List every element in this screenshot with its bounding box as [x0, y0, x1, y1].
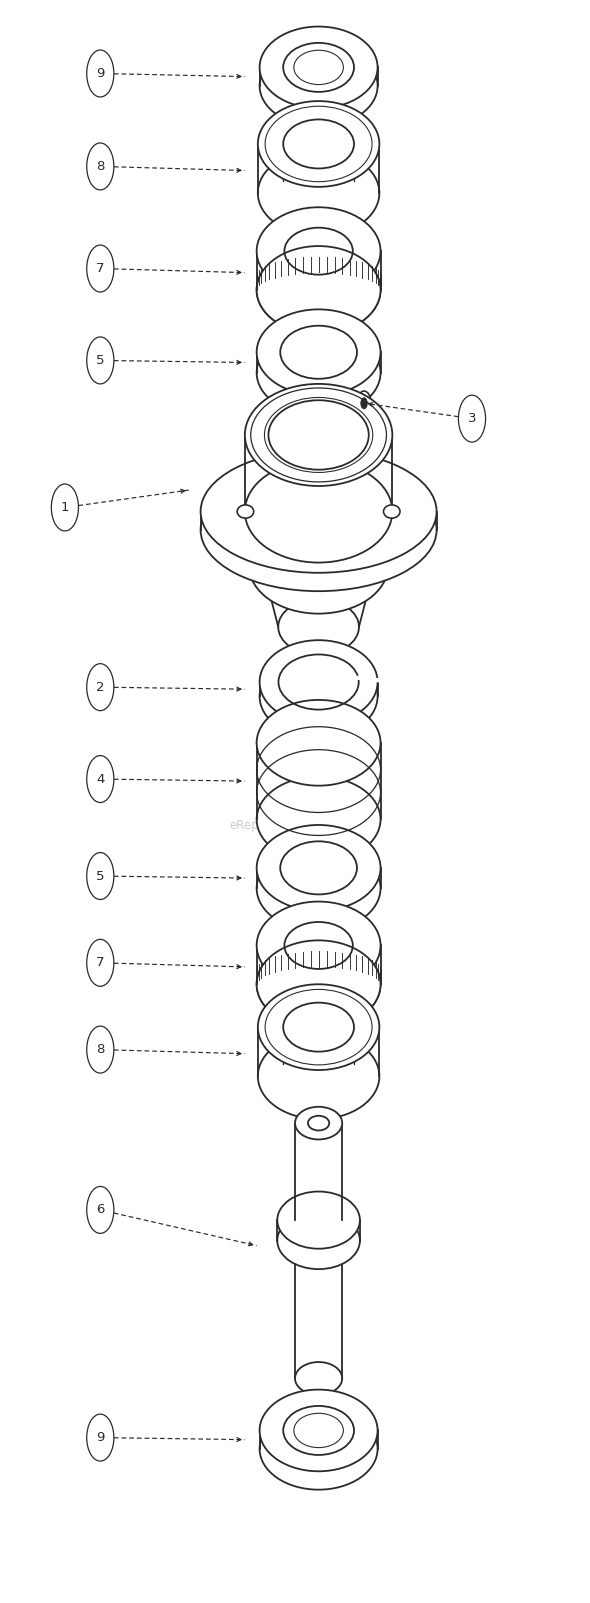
Text: 9: 9 [96, 67, 104, 80]
Ellipse shape [257, 776, 381, 862]
Circle shape [87, 664, 114, 710]
Text: 7: 7 [96, 957, 104, 970]
Ellipse shape [257, 901, 381, 989]
Ellipse shape [260, 640, 378, 725]
Circle shape [87, 1186, 114, 1233]
Ellipse shape [260, 27, 378, 109]
Circle shape [87, 50, 114, 98]
Ellipse shape [266, 729, 371, 776]
Ellipse shape [257, 247, 381, 333]
Circle shape [87, 245, 114, 292]
Text: 5: 5 [96, 354, 104, 367]
Ellipse shape [258, 984, 379, 1071]
Ellipse shape [277, 1191, 360, 1249]
Ellipse shape [245, 383, 392, 486]
Ellipse shape [295, 1106, 342, 1140]
Ellipse shape [295, 1363, 342, 1395]
Ellipse shape [278, 600, 359, 656]
Text: eReplacementParts.com: eReplacementParts.com [230, 819, 372, 832]
Ellipse shape [277, 1212, 360, 1270]
Circle shape [87, 755, 114, 803]
Ellipse shape [260, 1407, 378, 1489]
Ellipse shape [257, 941, 381, 1028]
Ellipse shape [258, 151, 379, 236]
Ellipse shape [201, 468, 437, 592]
Text: 9: 9 [96, 1431, 104, 1444]
Text: 6: 6 [96, 1204, 104, 1217]
Circle shape [87, 143, 114, 189]
Circle shape [87, 1414, 114, 1460]
Circle shape [87, 939, 114, 986]
Text: 5: 5 [96, 869, 104, 883]
Circle shape [51, 484, 78, 531]
Text: 8: 8 [96, 1044, 104, 1056]
Text: 7: 7 [96, 261, 104, 276]
Circle shape [357, 391, 371, 415]
Ellipse shape [245, 460, 392, 563]
Ellipse shape [258, 101, 379, 188]
Ellipse shape [257, 330, 381, 415]
Ellipse shape [257, 247, 381, 333]
Ellipse shape [257, 207, 381, 295]
Ellipse shape [260, 45, 378, 127]
Circle shape [361, 398, 367, 409]
Ellipse shape [260, 1390, 378, 1472]
Circle shape [458, 394, 486, 442]
Ellipse shape [260, 654, 378, 739]
Text: 4: 4 [96, 773, 104, 785]
Ellipse shape [257, 701, 381, 785]
Ellipse shape [257, 309, 381, 394]
Text: 3: 3 [468, 412, 476, 425]
Ellipse shape [257, 941, 381, 1028]
Text: 2: 2 [96, 681, 104, 694]
Ellipse shape [201, 450, 437, 572]
Text: 1: 1 [61, 502, 69, 515]
Ellipse shape [384, 505, 400, 518]
Ellipse shape [257, 826, 381, 911]
Ellipse shape [258, 1034, 379, 1119]
Text: 8: 8 [96, 160, 104, 173]
Circle shape [87, 337, 114, 383]
Ellipse shape [257, 845, 381, 931]
Ellipse shape [249, 518, 388, 614]
Ellipse shape [237, 505, 254, 518]
Circle shape [87, 1026, 114, 1072]
Circle shape [87, 853, 114, 899]
